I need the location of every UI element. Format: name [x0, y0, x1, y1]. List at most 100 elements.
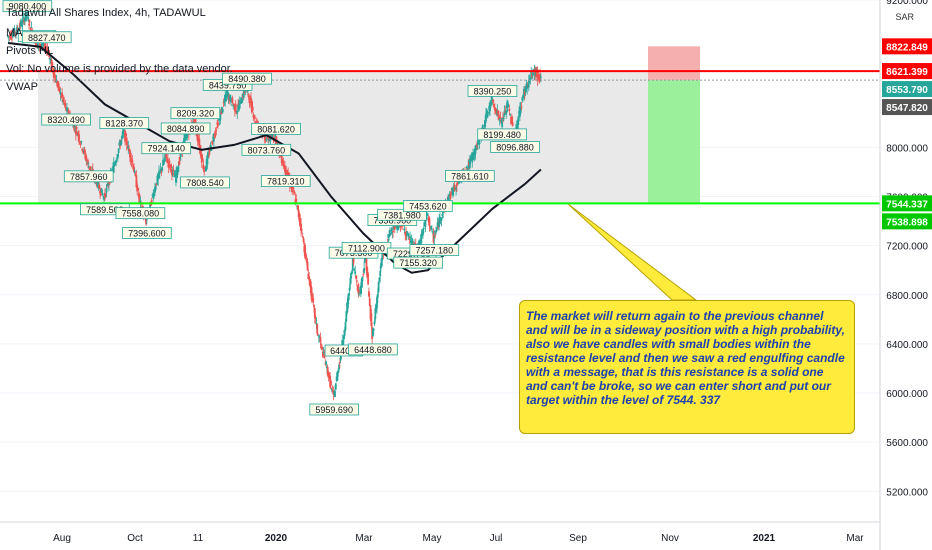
candle-body — [62, 97, 65, 103]
candle-body — [508, 109, 511, 111]
pivot-label: 8390.250 — [474, 86, 512, 96]
candle-body — [521, 97, 524, 101]
price-tag — [882, 81, 932, 98]
candle-body — [80, 141, 83, 143]
candle-body — [150, 200, 153, 204]
candle-body — [337, 371, 340, 373]
candle-body — [74, 126, 76, 128]
candle-body — [390, 228, 393, 232]
candle-body — [87, 159, 89, 164]
candle-body — [449, 194, 452, 199]
y-tick-label: 6000.000 — [886, 389, 928, 400]
candle-body — [357, 284, 360, 294]
candle-body — [456, 183, 458, 187]
candle-body — [103, 197, 105, 201]
pivot-label: 8073.760 — [248, 145, 286, 155]
pivot-label: 7558.080 — [122, 209, 160, 219]
ma-line — [7, 42, 542, 274]
pivot-label: 5959.690 — [315, 405, 353, 415]
candle-body — [326, 366, 328, 368]
y-tick-label: 7200.000 — [886, 242, 928, 253]
candle-body — [220, 112, 223, 115]
candle-body — [163, 157, 166, 162]
candle-body — [465, 166, 468, 168]
take-profit-zone — [648, 80, 700, 204]
candle-body — [389, 233, 392, 235]
pivot-label: 7257.180 — [416, 246, 454, 256]
pivot-label-box — [467, 85, 518, 97]
candle-body — [391, 232, 394, 234]
indicator-volume[interactable]: Vol: No volume is provided by the data v… — [6, 63, 233, 75]
x-tick-label: 11 — [193, 533, 204, 544]
candle-body — [319, 337, 322, 343]
candle-body — [316, 324, 319, 334]
candle-body — [529, 78, 532, 80]
candle-body — [101, 193, 104, 196]
pivot-label: 7857.960 — [70, 172, 108, 182]
candle-body — [172, 169, 175, 172]
candle-body — [342, 335, 345, 340]
pivot-label: 7155.320 — [399, 258, 437, 268]
candle-body — [517, 117, 520, 126]
candle-body — [161, 167, 164, 171]
indicator-pivots[interactable]: Pivots HL — [6, 45, 54, 57]
candle-body — [137, 188, 139, 190]
candle-body — [305, 254, 307, 258]
indicator-vwap[interactable]: VWAP — [6, 81, 38, 93]
candle-body — [273, 140, 276, 142]
candle-body — [127, 145, 130, 150]
candle-body — [380, 257, 383, 266]
candle-body — [366, 267, 369, 278]
pivot-label: 8827.470 — [28, 33, 66, 43]
candle-body — [426, 213, 428, 216]
candle-body — [426, 213, 429, 215]
candle-body — [21, 19, 24, 25]
candle-body — [302, 237, 305, 242]
candle-body — [175, 173, 177, 183]
candle-body — [280, 151, 283, 163]
candle-body — [292, 186, 294, 189]
candle-body — [502, 117, 504, 119]
candle-body — [158, 171, 161, 174]
pivot-label-box — [445, 169, 495, 182]
candle-body — [326, 367, 329, 376]
candle-body — [372, 329, 374, 337]
indicator-ma[interactable]: MA — [6, 27, 23, 39]
candle-body — [114, 162, 117, 165]
candle-body — [393, 225, 396, 230]
candle-body — [433, 235, 436, 239]
candle-body — [173, 176, 176, 178]
candle-body — [251, 106, 254, 111]
candle-body — [349, 277, 352, 285]
candle-body — [378, 277, 381, 283]
x-tick-label: Jul — [490, 533, 503, 544]
candle-body — [198, 138, 201, 149]
pivot-label-box — [21, 31, 72, 44]
candle-body — [484, 121, 487, 128]
candle-body — [83, 149, 86, 154]
candle-body — [267, 138, 270, 142]
candle-body — [397, 224, 400, 229]
candle-body — [133, 166, 135, 173]
candle-body — [120, 135, 123, 139]
candle-body — [422, 227, 425, 229]
price-tag-label: 8547.820 — [886, 103, 928, 114]
pivot-label: 8439.750 — [209, 80, 247, 90]
pivot-label: 7396.600 — [128, 228, 166, 238]
x-tick-label: Nov — [661, 533, 679, 544]
candle-body — [78, 141, 81, 143]
candle-body — [330, 381, 332, 385]
pivot-label: 8199.480 — [483, 130, 521, 140]
candle-body — [368, 298, 371, 306]
annotation-callout[interactable]: The market will return again to the prev… — [519, 300, 855, 434]
candle-body — [351, 257, 354, 271]
candle-body — [314, 317, 317, 320]
candle-body — [300, 223, 302, 231]
pivot-label-box — [251, 122, 301, 135]
candle-body — [313, 305, 315, 308]
candle-body — [186, 132, 189, 138]
candle-body — [100, 188, 103, 193]
candle-body — [350, 275, 353, 279]
candle-body — [310, 287, 313, 300]
